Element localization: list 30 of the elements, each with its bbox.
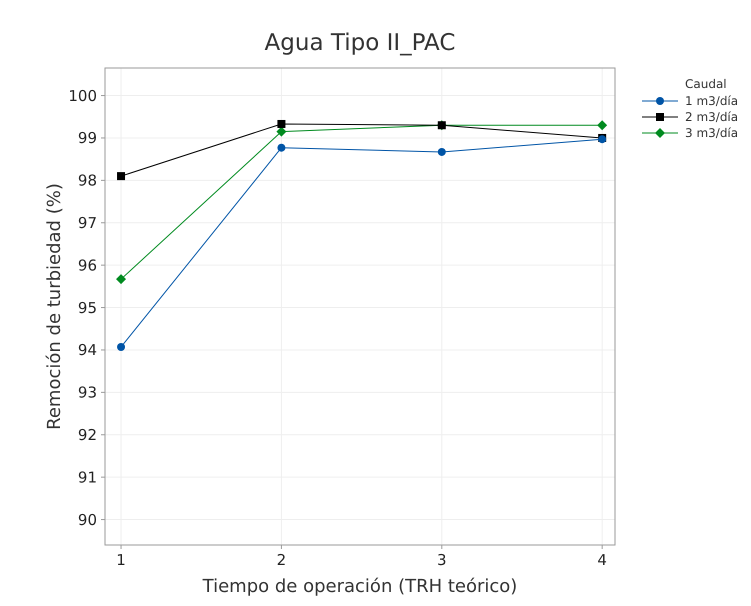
point — [438, 148, 446, 156]
point — [277, 120, 286, 128]
y-tick-label: 98 — [78, 172, 97, 190]
x-tick-label: 4 — [597, 551, 607, 569]
y-tick-label: 95 — [78, 298, 97, 317]
x-tick-label: 3 — [437, 551, 447, 569]
point — [116, 274, 126, 284]
point — [277, 144, 286, 152]
x-axis-title: Tiempo de operación (TRH teórico) — [202, 576, 518, 597]
point — [597, 120, 608, 130]
legend-label: 3 m3/día — [685, 126, 738, 140]
y-tick-label: 96 — [78, 256, 97, 274]
y-axis-title: Remoción de turbiedad (%) — [44, 183, 65, 430]
point — [117, 172, 126, 180]
legend-label: 2 m3/día — [685, 110, 738, 124]
x-tick-label: 1 — [116, 551, 126, 569]
y-tick-label: 100 — [68, 86, 97, 105]
y-tick-label: 91 — [78, 468, 97, 486]
point — [276, 126, 286, 137]
y-tick-label: 97 — [78, 214, 97, 232]
y-tick-label: 99 — [78, 129, 97, 148]
x-tick-label: 2 — [276, 551, 286, 569]
chart-title: Agua Tipo II_PAC — [264, 30, 456, 56]
legend-label: 1 m3/día — [685, 94, 738, 108]
y-tick-label: 93 — [78, 384, 97, 402]
y-tick-label: 92 — [78, 426, 97, 444]
y-tick-label: 90 — [78, 510, 97, 529]
point — [117, 342, 126, 351]
y-tick-label: 94 — [78, 341, 97, 360]
legend-title: Caudal — [685, 77, 727, 91]
